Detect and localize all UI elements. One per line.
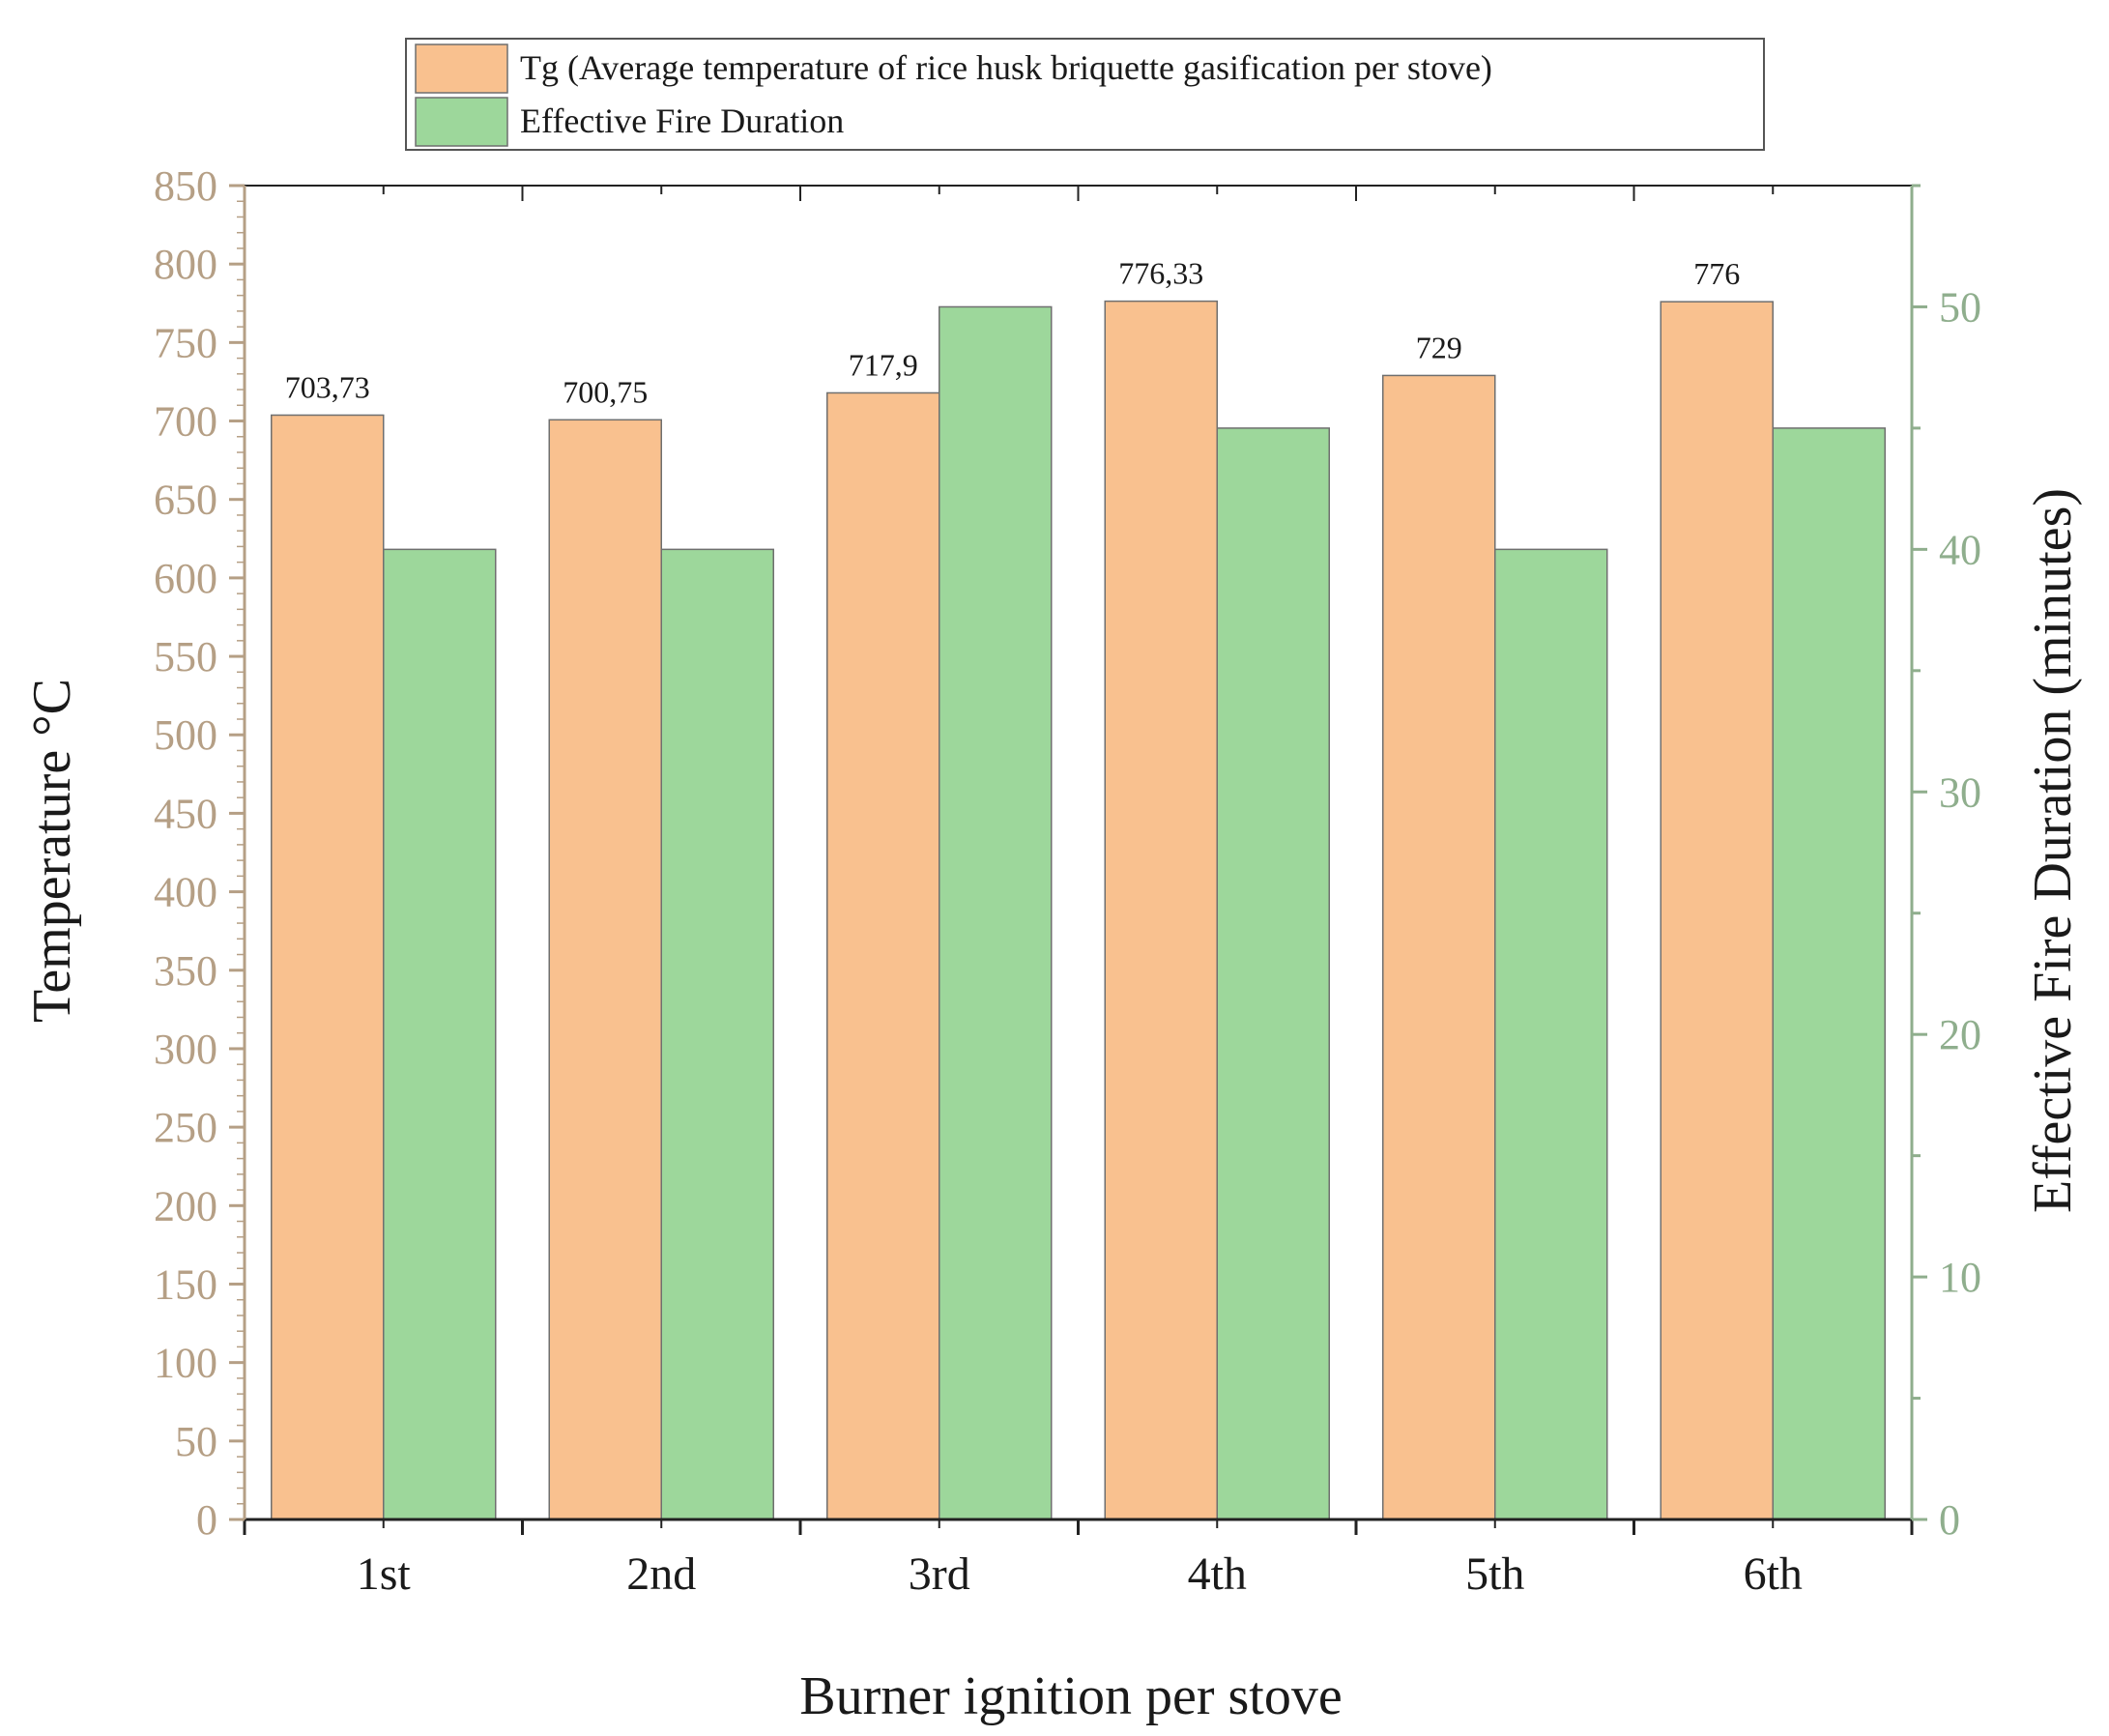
legend-swatch-tg (415, 43, 508, 94)
bar-label-temperature-1st: 703,73 (285, 369, 370, 404)
bar-temperature-5th (1382, 374, 1496, 1520)
y2-tick-label: 40 (1939, 526, 1981, 573)
legend-box (405, 38, 1765, 151)
bar-label-temperature-3rd: 717,9 (849, 347, 918, 382)
y-tick-label: 200 (154, 1182, 217, 1230)
bar-label-temperature-2nd: 700,75 (563, 374, 648, 409)
y-tick-label: 300 (154, 1026, 217, 1073)
y-tick-label: 100 (154, 1340, 217, 1387)
bar-duration-6th (1772, 427, 1886, 1520)
y2-axis-title: Effective Fire Duration (minutes) (2023, 488, 2083, 1213)
y-tick-label: 350 (154, 947, 217, 995)
legend-swatch-duration (415, 97, 508, 147)
y-tick-label: 250 (154, 1104, 217, 1151)
bar-duration-5th (1494, 548, 1608, 1520)
y-tick-label: 500 (154, 711, 217, 759)
y-tick-label: 0 (196, 1496, 217, 1544)
x-tick-label-4th: 4th (1188, 1548, 1247, 1600)
y2-tick-label: 0 (1939, 1496, 1960, 1544)
legend-label-duration: Effective Fire Duration (520, 101, 844, 140)
legend: Tg (Average temperature of rice husk bri… (405, 38, 1765, 151)
bar-duration-4th (1216, 427, 1330, 1520)
y-tick-label: 400 (154, 869, 217, 916)
bar-temperature-6th (1660, 301, 1774, 1520)
x-tick-label-5th: 5th (1465, 1548, 1524, 1600)
y2-tick-label: 30 (1939, 768, 1981, 816)
legend-label-tg: Tg (Average temperature of rice husk bri… (520, 48, 1492, 87)
bar-duration-1st (383, 548, 497, 1520)
y2-tick-label: 20 (1939, 1011, 1981, 1058)
bars (271, 300, 1886, 1520)
y-tick-label: 850 (154, 162, 217, 210)
axes: 1st 2nd 3rd 4th 5th 6th0501001502002503003504… (154, 162, 1981, 1600)
x-tick-label-3rd: 3rd (909, 1548, 970, 1600)
y-tick-label: 450 (154, 790, 217, 837)
x-tick-label-1st: 1st (357, 1548, 412, 1600)
y2-tick-label: 50 (1939, 283, 1981, 331)
y-tick-label: 550 (154, 633, 217, 680)
y-tick-label: 750 (154, 319, 217, 366)
x-axis-title: Burner ignition per stove (799, 1666, 1342, 1726)
y-tick-label: 650 (154, 477, 217, 524)
bar-temperature-1st (271, 414, 385, 1520)
y-tick-label: 50 (175, 1418, 217, 1465)
y-tick-label: 600 (154, 555, 217, 602)
x-tick-label-2nd: 2nd (626, 1548, 696, 1600)
bar-temperature-3rd (826, 391, 940, 1520)
bar-temperature-2nd (548, 419, 662, 1520)
x-tick-label-6th: 6th (1744, 1548, 1803, 1600)
y-tick-label: 800 (154, 241, 217, 288)
bar-duration-2nd (660, 548, 774, 1520)
bar-label-temperature-6th: 776 (1693, 256, 1740, 291)
bar-temperature-4th (1104, 300, 1218, 1520)
bar-label-temperature-5th: 729 (1416, 330, 1462, 364)
y2-tick-label: 10 (1939, 1254, 1981, 1301)
bar-duration-3rd (939, 305, 1053, 1520)
bar-label-temperature-4th: 776,33 (1118, 256, 1203, 291)
bar-value-labels: 703,73 700,75 717,9 776,33 729 776 (285, 256, 1741, 410)
y-tick-label: 700 (154, 398, 217, 446)
y-axis-title: Temperature °C (22, 679, 82, 1023)
y-tick-label: 150 (154, 1260, 217, 1308)
